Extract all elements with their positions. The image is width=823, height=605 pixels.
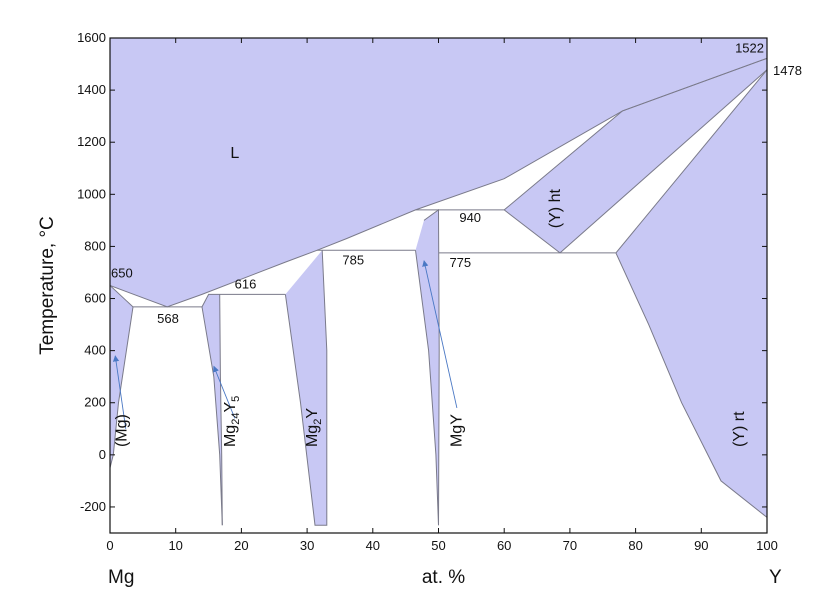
phase-boundary-line-0 <box>110 57 767 308</box>
y-tick-label: 800 <box>84 238 106 253</box>
y-axis-label: Temperature, °C <box>37 216 58 355</box>
phase-regions <box>110 38 767 526</box>
y-tick-label: 200 <box>84 395 106 410</box>
phase-boundary-line-5 <box>201 306 223 526</box>
x-tick-label: 90 <box>694 538 708 553</box>
temperature-label: 1478 <box>773 63 802 78</box>
x-tick-label: 100 <box>756 538 778 553</box>
label-arrow-1 <box>213 365 236 419</box>
y-tick-label: 400 <box>84 343 106 358</box>
y-tick-label: 1400 <box>77 82 106 97</box>
y-tick-label: 1600 <box>77 30 106 45</box>
phase-region-mg <box>110 285 133 468</box>
phase-boundary-line-3 <box>201 293 286 308</box>
temperature-label: 568 <box>157 311 179 326</box>
phase-region-mgy <box>415 209 440 526</box>
phase-boundary-line-9 <box>423 208 440 526</box>
temperature-label: 940 <box>459 210 481 225</box>
phase-region-y-ht <box>504 58 767 253</box>
phase-label-subscript: 5 <box>230 396 242 402</box>
phase-label-mg: (Mg) <box>113 414 130 447</box>
x-tick-label: 40 <box>366 538 380 553</box>
phase-boundary-line-1 <box>110 285 134 469</box>
phase-label-part: Mg <box>304 425 321 447</box>
phase-label-part: Mg <box>222 425 239 447</box>
phase-label-mg2y: Mg2Y <box>304 408 324 447</box>
temperature-label: 650 <box>111 266 133 281</box>
phase-label-part: Y <box>304 408 321 419</box>
phase-boundary-line-8 <box>415 250 439 526</box>
x-tick-label: 70 <box>563 538 577 553</box>
phase-boundary-line-12 <box>503 57 767 211</box>
phase-boundary-line-15 <box>615 252 767 518</box>
x-tick-label: 60 <box>497 538 511 553</box>
label-arrow-2 <box>422 260 458 409</box>
temperature-label: 785 <box>342 252 364 267</box>
phase-label-y-rt: (Y) rt <box>731 411 748 447</box>
phase-label-mg24y5: Mg24Y5 <box>222 396 242 447</box>
y-tick-label: 0 <box>99 447 106 462</box>
x-tick-label: 10 <box>168 538 182 553</box>
phase-label-y-ht: (Y) ht <box>547 189 564 229</box>
phase-label-part: Y <box>222 402 239 413</box>
phase-region-mg2y <box>285 250 327 526</box>
x-tick-label: 0 <box>106 538 113 553</box>
x-axis-right-element: Y <box>769 567 782 588</box>
x-tick-label: 80 <box>628 538 642 553</box>
y-tick-label: 600 <box>84 291 106 306</box>
label-arrows <box>112 260 458 429</box>
point-labels: 650 568 616 785 775 940 1522 1478 <box>111 40 802 326</box>
phase-label-l: L <box>230 145 239 162</box>
axis-ticks: 0 10 20 30 40 50 60 70 80 90 100 -200 0 200 400 600 800 1… <box>77 30 778 553</box>
x-tick-label: 30 <box>300 538 314 553</box>
x-axis-left-element: Mg <box>108 567 134 588</box>
x-tick-label: 20 <box>234 538 248 553</box>
label-arrow-0 <box>112 355 127 429</box>
y-tick-label: -200 <box>80 499 106 514</box>
phase-label-subscript: 24 <box>230 413 242 425</box>
y-tick-label: 1200 <box>77 134 106 149</box>
phase-region-mg24y5 <box>202 294 223 526</box>
phase-label-mgy: MgY <box>448 414 465 447</box>
phase-region-l <box>110 38 767 307</box>
phase-boundary-line-6 <box>284 250 328 526</box>
phase-boundary-line-13 <box>559 69 767 254</box>
x-axis-label: at. % <box>422 567 465 588</box>
y-tick-label: 1000 <box>77 186 106 201</box>
x-tick-label: 50 <box>431 538 445 553</box>
phase-boundary-line-14 <box>615 69 767 254</box>
temperature-label: 1522 <box>735 40 764 55</box>
temperature-label: 775 <box>449 255 471 270</box>
phase-boundary-line-4 <box>219 294 223 526</box>
phase-label-subscript: 2 <box>312 419 324 425</box>
temperature-label: 616 <box>235 276 257 291</box>
phase-boundaries <box>110 57 767 526</box>
phase-region-y-rt <box>615 69 767 518</box>
